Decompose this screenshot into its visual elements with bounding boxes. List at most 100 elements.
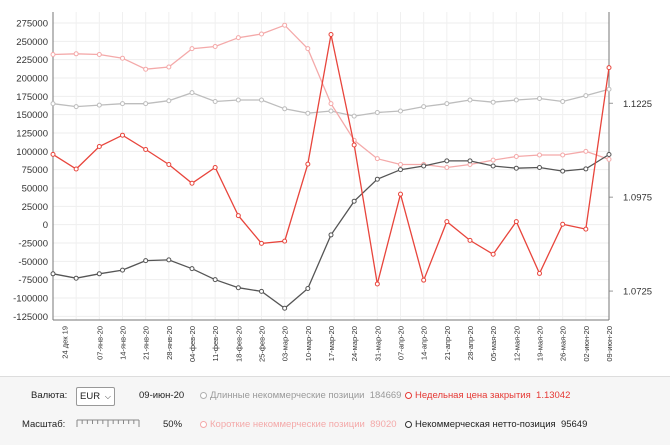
point-net[interactable]: [421, 163, 427, 169]
point-net[interactable]: [328, 232, 334, 238]
point-price[interactable]: [421, 277, 427, 283]
point-short[interactable]: [282, 22, 288, 28]
point-long[interactable]: [398, 108, 403, 114]
point-short[interactable]: [96, 52, 102, 58]
point-net[interactable]: [282, 305, 288, 311]
point-net[interactable]: [560, 168, 566, 174]
point-long[interactable]: [143, 101, 149, 107]
point-long[interactable]: [583, 93, 589, 99]
point-net[interactable]: [513, 165, 519, 171]
point-price[interactable]: [490, 251, 496, 257]
point-long[interactable]: [328, 108, 334, 114]
point-short[interactable]: [513, 153, 519, 159]
point-long[interactable]: [490, 99, 496, 105]
point-net[interactable]: [120, 267, 125, 273]
point-long[interactable]: [606, 86, 612, 92]
scale-slider[interactable]: [76, 418, 140, 428]
point-short[interactable]: [537, 152, 542, 158]
point-net[interactable]: [166, 257, 172, 263]
point-price[interactable]: [212, 165, 218, 171]
point-price[interactable]: [513, 219, 519, 225]
point-long[interactable]: [537, 96, 542, 102]
point-long[interactable]: [259, 97, 264, 103]
point-short[interactable]: [490, 157, 496, 163]
legend-short[interactable]: Короткие некоммерческие позиции 89020: [200, 419, 397, 430]
point-net[interactable]: [96, 271, 102, 277]
point-price[interactable]: [606, 65, 612, 71]
legend-price[interactable]: Недельная цена закрытия 1.13042: [405, 390, 570, 401]
point-price[interactable]: [235, 213, 241, 219]
point-net[interactable]: [212, 277, 218, 283]
point-long[interactable]: [282, 106, 288, 112]
point-short[interactable]: [328, 101, 334, 107]
point-long[interactable]: [50, 101, 56, 107]
point-net[interactable]: [351, 198, 357, 204]
point-net[interactable]: [467, 158, 473, 164]
point-short[interactable]: [259, 31, 264, 37]
point-price[interactable]: [305, 161, 311, 167]
point-long[interactable]: [96, 102, 102, 108]
point-long[interactable]: [513, 97, 519, 103]
point-net[interactable]: [606, 152, 612, 158]
point-price[interactable]: [374, 281, 380, 287]
point-long[interactable]: [421, 104, 427, 110]
point-price[interactable]: [560, 221, 566, 227]
point-short[interactable]: [189, 46, 195, 52]
point-price[interactable]: [189, 180, 195, 186]
point-price[interactable]: [328, 32, 334, 38]
point-long[interactable]: [166, 98, 172, 104]
point-price[interactable]: [537, 270, 542, 276]
point-long[interactable]: [560, 98, 566, 104]
point-net[interactable]: [490, 163, 496, 169]
point-short[interactable]: [166, 64, 172, 70]
point-short[interactable]: [444, 164, 450, 170]
point-price[interactable]: [259, 240, 264, 246]
legend-long[interactable]: Длинные некоммерческие позиции 184669: [200, 390, 401, 401]
point-price[interactable]: [467, 237, 473, 243]
point-long[interactable]: [444, 101, 450, 107]
point-price[interactable]: [282, 238, 288, 244]
point-net[interactable]: [259, 288, 264, 294]
point-long[interactable]: [374, 109, 380, 115]
point-short[interactable]: [606, 156, 612, 162]
legend-net[interactable]: Некоммерческая нетто-позиция 95649: [405, 419, 587, 430]
point-price[interactable]: [143, 146, 149, 152]
point-price[interactable]: [351, 142, 357, 148]
point-long[interactable]: [212, 98, 218, 104]
point-price[interactable]: [398, 191, 403, 197]
point-long[interactable]: [235, 97, 241, 103]
point-price[interactable]: [96, 143, 102, 149]
point-long[interactable]: [351, 113, 357, 119]
point-short[interactable]: [305, 46, 311, 52]
point-short[interactable]: [73, 51, 79, 57]
point-short[interactable]: [143, 66, 149, 72]
point-price[interactable]: [50, 151, 56, 157]
point-short[interactable]: [583, 148, 589, 154]
currency-select[interactable]: EUR ⌵: [76, 387, 115, 406]
point-price[interactable]: [583, 226, 589, 232]
point-long[interactable]: [189, 90, 195, 96]
point-price[interactable]: [166, 161, 172, 167]
point-short[interactable]: [50, 52, 56, 58]
point-price[interactable]: [444, 219, 450, 225]
point-net[interactable]: [143, 258, 149, 264]
point-net[interactable]: [189, 266, 195, 272]
point-net[interactable]: [305, 285, 311, 291]
point-short[interactable]: [120, 55, 125, 61]
point-net[interactable]: [235, 285, 241, 291]
point-net[interactable]: [398, 167, 403, 173]
point-net[interactable]: [537, 164, 542, 170]
point-net[interactable]: [444, 158, 450, 164]
point-price[interactable]: [73, 166, 79, 172]
point-short[interactable]: [212, 43, 218, 49]
point-net[interactable]: [583, 166, 589, 172]
point-short[interactable]: [235, 35, 241, 41]
point-long[interactable]: [120, 101, 125, 107]
point-short[interactable]: [374, 156, 380, 162]
point-net[interactable]: [73, 275, 79, 281]
point-price[interactable]: [120, 132, 125, 138]
point-long[interactable]: [305, 110, 311, 116]
point-long[interactable]: [73, 104, 79, 110]
point-long[interactable]: [467, 97, 473, 103]
point-short[interactable]: [398, 162, 403, 168]
